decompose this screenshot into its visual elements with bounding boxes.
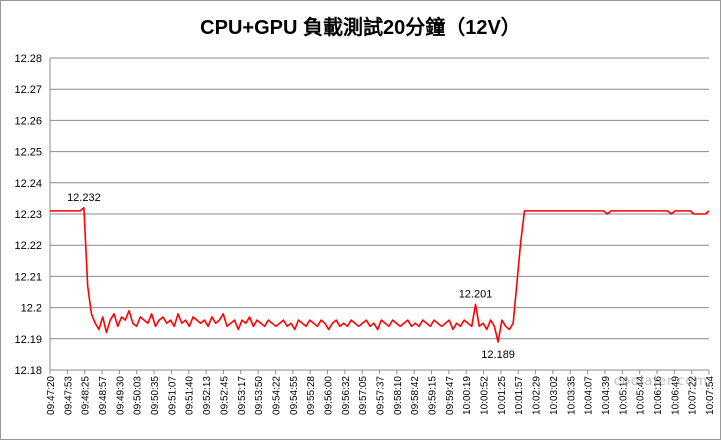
x-tick-label: 10:05:12: [618, 376, 629, 415]
data-label: 12.201: [459, 288, 493, 300]
series-line: [50, 206, 710, 343]
x-tick-label: 10:04:07: [584, 376, 595, 415]
x-tick-label: 10:03:02: [549, 376, 560, 415]
y-tick-label: 12.18: [14, 365, 42, 377]
x-tick-label: 09:50:35: [150, 376, 161, 415]
x-tick-label: 10:04:39: [601, 376, 612, 415]
x-tick-label: 09:51:40: [185, 376, 196, 415]
x-tick-label: 09:57:05: [358, 376, 369, 415]
x-tick-label: 09:53:17: [237, 376, 248, 415]
x-tick-label: 10:01:25: [497, 376, 508, 415]
y-tick-label: 12.28: [14, 53, 42, 65]
chart-title: CPU+GPU 負載測試20分鐘（12V）: [200, 17, 521, 39]
x-tick-label: 10:07:54: [705, 376, 716, 415]
y-tick-label: 12.23: [14, 209, 42, 221]
x-tick-label: 10:03:35: [566, 376, 577, 415]
watermark: coolaler.com: [613, 374, 708, 389]
x-tick-label: 10:07:22: [688, 376, 699, 415]
y-tick-label: 12.24: [14, 178, 42, 190]
data-label: 12.232: [67, 192, 101, 204]
x-tick-label: 09:57:37: [376, 376, 387, 415]
x-tick-label: 09:56:32: [341, 376, 352, 415]
y-tick-label: 12.19: [14, 334, 42, 346]
x-tick-label: 10:01:57: [514, 376, 525, 415]
x-tick-label: 09:53:50: [254, 376, 265, 415]
x-tick-label: 09:54:22: [271, 376, 282, 415]
x-tick-label: 09:56:00: [323, 376, 334, 415]
x-tick-label: 09:49:30: [115, 376, 126, 415]
y-tick-label: 12.22: [14, 240, 42, 252]
data-label: 12.189: [481, 349, 515, 361]
x-tick-label: 09:50:03: [133, 376, 144, 415]
x-tick-label: 09:47:20: [46, 376, 57, 415]
x-tick-label: 09:58:10: [393, 376, 404, 415]
x-tick-label: 09:51:07: [167, 376, 178, 415]
x-tick-label: 09:55:28: [306, 376, 317, 415]
y-tick-label: 12.27: [14, 84, 42, 96]
x-tick-label: 10:05:44: [636, 376, 647, 415]
x-tick-label: 09:58:42: [410, 376, 421, 415]
x-tick-label: 09:48:57: [98, 376, 109, 415]
x-tick-label: 10:06:49: [670, 376, 681, 415]
y-tick-label: 12.21: [14, 271, 42, 283]
x-tick-label: 09:54:55: [289, 376, 300, 415]
y-tick-label: 12.25: [14, 147, 42, 159]
y-tick-label: 12.26: [14, 115, 42, 127]
x-tick-label: 10:06:16: [653, 376, 664, 415]
x-tick-label: 10:00:52: [480, 376, 491, 415]
x-tick-label: 09:52:13: [202, 376, 213, 415]
x-tick-label: 09:52:45: [219, 376, 230, 415]
y-tick-label: 12.2: [21, 303, 42, 315]
x-tick-label: 10:00:19: [462, 376, 473, 415]
x-tick-label: 09:59:15: [428, 376, 439, 415]
x-tick-label: 10:02:29: [532, 376, 543, 415]
x-tick-label: 09:59:47: [445, 376, 456, 415]
x-tick-label: 09:48:25: [81, 376, 92, 415]
x-tick-label: 09:47:53: [63, 376, 74, 415]
